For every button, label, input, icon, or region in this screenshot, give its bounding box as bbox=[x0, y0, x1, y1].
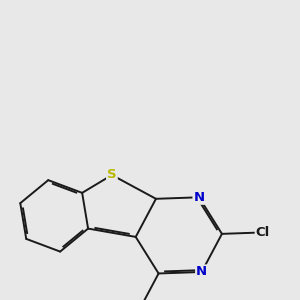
Text: Cl: Cl bbox=[256, 226, 270, 239]
Text: S: S bbox=[107, 169, 117, 182]
Text: N: N bbox=[196, 266, 207, 278]
Text: N: N bbox=[194, 191, 205, 204]
